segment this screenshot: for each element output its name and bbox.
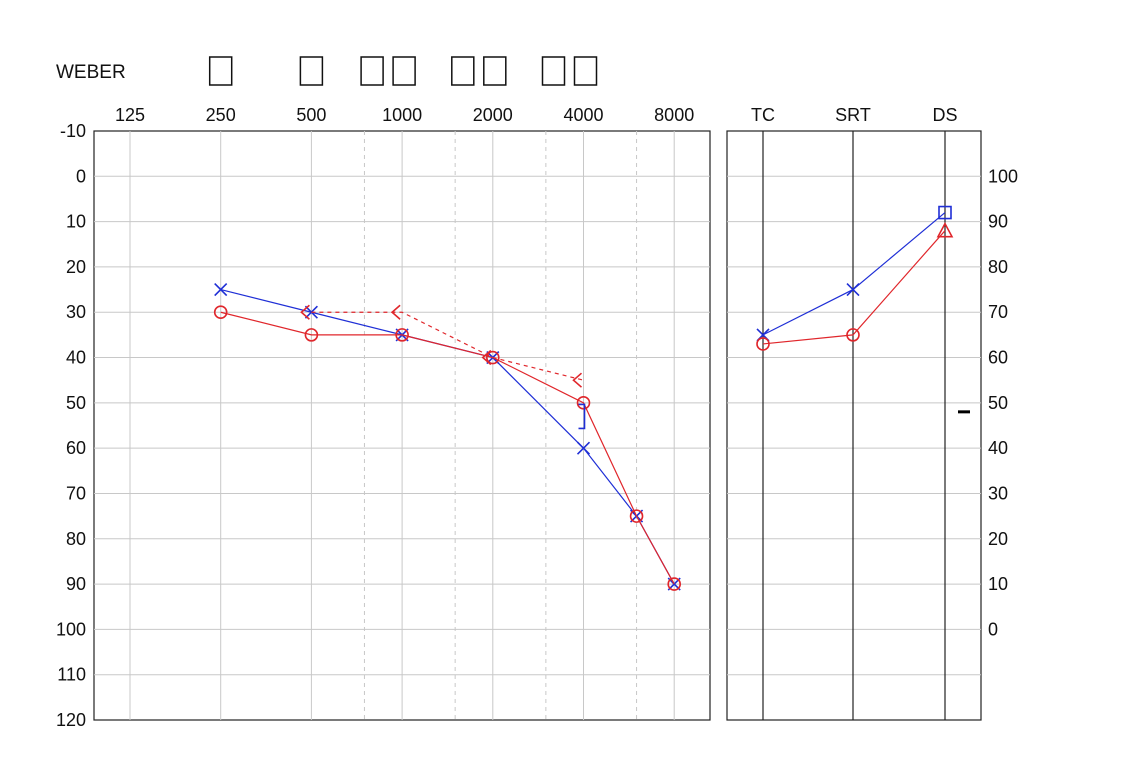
circle-stroke <box>576 396 591 410</box>
cross-stroke <box>214 283 228 297</box>
y-tick-label: 20 <box>66 257 86 277</box>
square-stroke <box>938 205 952 220</box>
speech-series-line <box>762 212 946 336</box>
y-tick-label: 120 <box>56 710 86 730</box>
speech-column-label: TC <box>751 105 775 125</box>
weber-box <box>483 56 507 86</box>
y-tick-label: 30 <box>66 302 86 322</box>
circle-stroke <box>485 350 500 365</box>
x-tick-label: 250 <box>206 105 236 125</box>
weber-box <box>451 56 475 86</box>
speech-column-label: SRT <box>835 105 871 125</box>
right-axis-label: 90 <box>988 212 1008 232</box>
right-axis-label: 60 <box>988 348 1008 368</box>
data-point <box>485 350 500 365</box>
speech-frame <box>726 130 982 721</box>
circle-stroke <box>304 328 319 342</box>
weber-row: WEBER <box>56 56 598 86</box>
x-tick-label: 2000 <box>473 105 513 125</box>
speech-data-point <box>846 283 860 297</box>
circle-stroke <box>629 509 644 523</box>
y-tick-label: 10 <box>66 212 86 232</box>
x-tick-label: 500 <box>296 105 326 125</box>
data-point <box>214 283 228 297</box>
weber-box <box>299 56 324 86</box>
chevron-stroke <box>572 372 583 388</box>
data-point <box>629 509 644 523</box>
circle-stroke <box>213 305 228 320</box>
speech-data-point <box>846 328 860 342</box>
data-point <box>395 328 409 342</box>
circle-stroke <box>395 328 409 342</box>
y-tick-label: 90 <box>66 574 86 594</box>
y-tick-label: 50 <box>66 393 86 413</box>
right-axis-label: 70 <box>988 302 1008 322</box>
right-axis-label: 100 <box>988 166 1018 186</box>
x-tick-label: 125 <box>115 105 145 125</box>
right-axis-label: 30 <box>988 483 1008 503</box>
data-point <box>300 304 310 320</box>
data-point <box>213 305 228 320</box>
data-point <box>304 328 319 342</box>
data-point <box>576 396 591 410</box>
y-tick-label: 100 <box>56 619 86 639</box>
speech-series <box>756 328 860 351</box>
right-axis-label: 80 <box>988 257 1008 277</box>
right-axis-label: 0 <box>988 619 998 639</box>
audiogram-chart: -10 0 10 20 30 40 50 60 70 80 90 100 110 120 125 250 500… <box>56 105 711 730</box>
weber-box <box>360 56 384 86</box>
weber-box <box>392 56 416 86</box>
circle-stroke <box>667 577 682 591</box>
weber-box <box>541 56 566 86</box>
chevron-stroke <box>390 304 401 320</box>
y-tick-label: 0 <box>76 166 86 186</box>
weber-label: WEBER <box>56 62 126 83</box>
audiogram-series <box>214 283 681 591</box>
bracket-stroke <box>578 403 586 430</box>
data-point <box>481 349 492 366</box>
x-tick-label: 4000 <box>563 105 603 125</box>
audiogram-series <box>578 403 586 430</box>
speech-data-point <box>756 337 770 351</box>
speech-column-label: DS <box>932 105 957 125</box>
y-tick-label: 70 <box>66 483 86 503</box>
y-tick-label: 60 <box>66 438 86 458</box>
triangle-stroke <box>936 221 954 238</box>
x-tick-label: 8000 <box>654 105 694 125</box>
x-tick-label: 1000 <box>382 105 422 125</box>
speech-data-point <box>938 205 952 220</box>
data-point <box>576 441 591 455</box>
right-axis-label: 40 <box>988 438 1008 458</box>
speech-series <box>938 205 952 220</box>
series-line <box>220 288 675 585</box>
y-tick-label: -10 <box>60 121 86 141</box>
data-point <box>572 372 583 388</box>
weber-box <box>208 56 233 86</box>
right-axis-label: 10 <box>988 574 1008 594</box>
audiogram-series <box>300 304 584 388</box>
data-point <box>390 304 401 320</box>
data-point <box>578 403 586 430</box>
chevron-stroke <box>300 304 310 320</box>
speech-series-line <box>762 230 946 345</box>
cross-stroke <box>846 283 860 297</box>
circle-stroke <box>756 337 770 351</box>
y-tick-label: 110 <box>57 665 86 685</box>
cross-stroke <box>576 441 591 455</box>
speech-data-point <box>936 221 954 238</box>
y-tick-label: 40 <box>66 348 86 368</box>
right-axis-label: 50 <box>988 393 1008 413</box>
chevron-stroke <box>481 349 492 366</box>
data-point <box>667 577 682 591</box>
weber-box <box>573 56 598 86</box>
speech-series <box>936 221 954 238</box>
circle-stroke <box>846 328 860 342</box>
y-tick-label: 80 <box>66 529 86 549</box>
right-axis-label: 20 <box>988 529 1008 549</box>
